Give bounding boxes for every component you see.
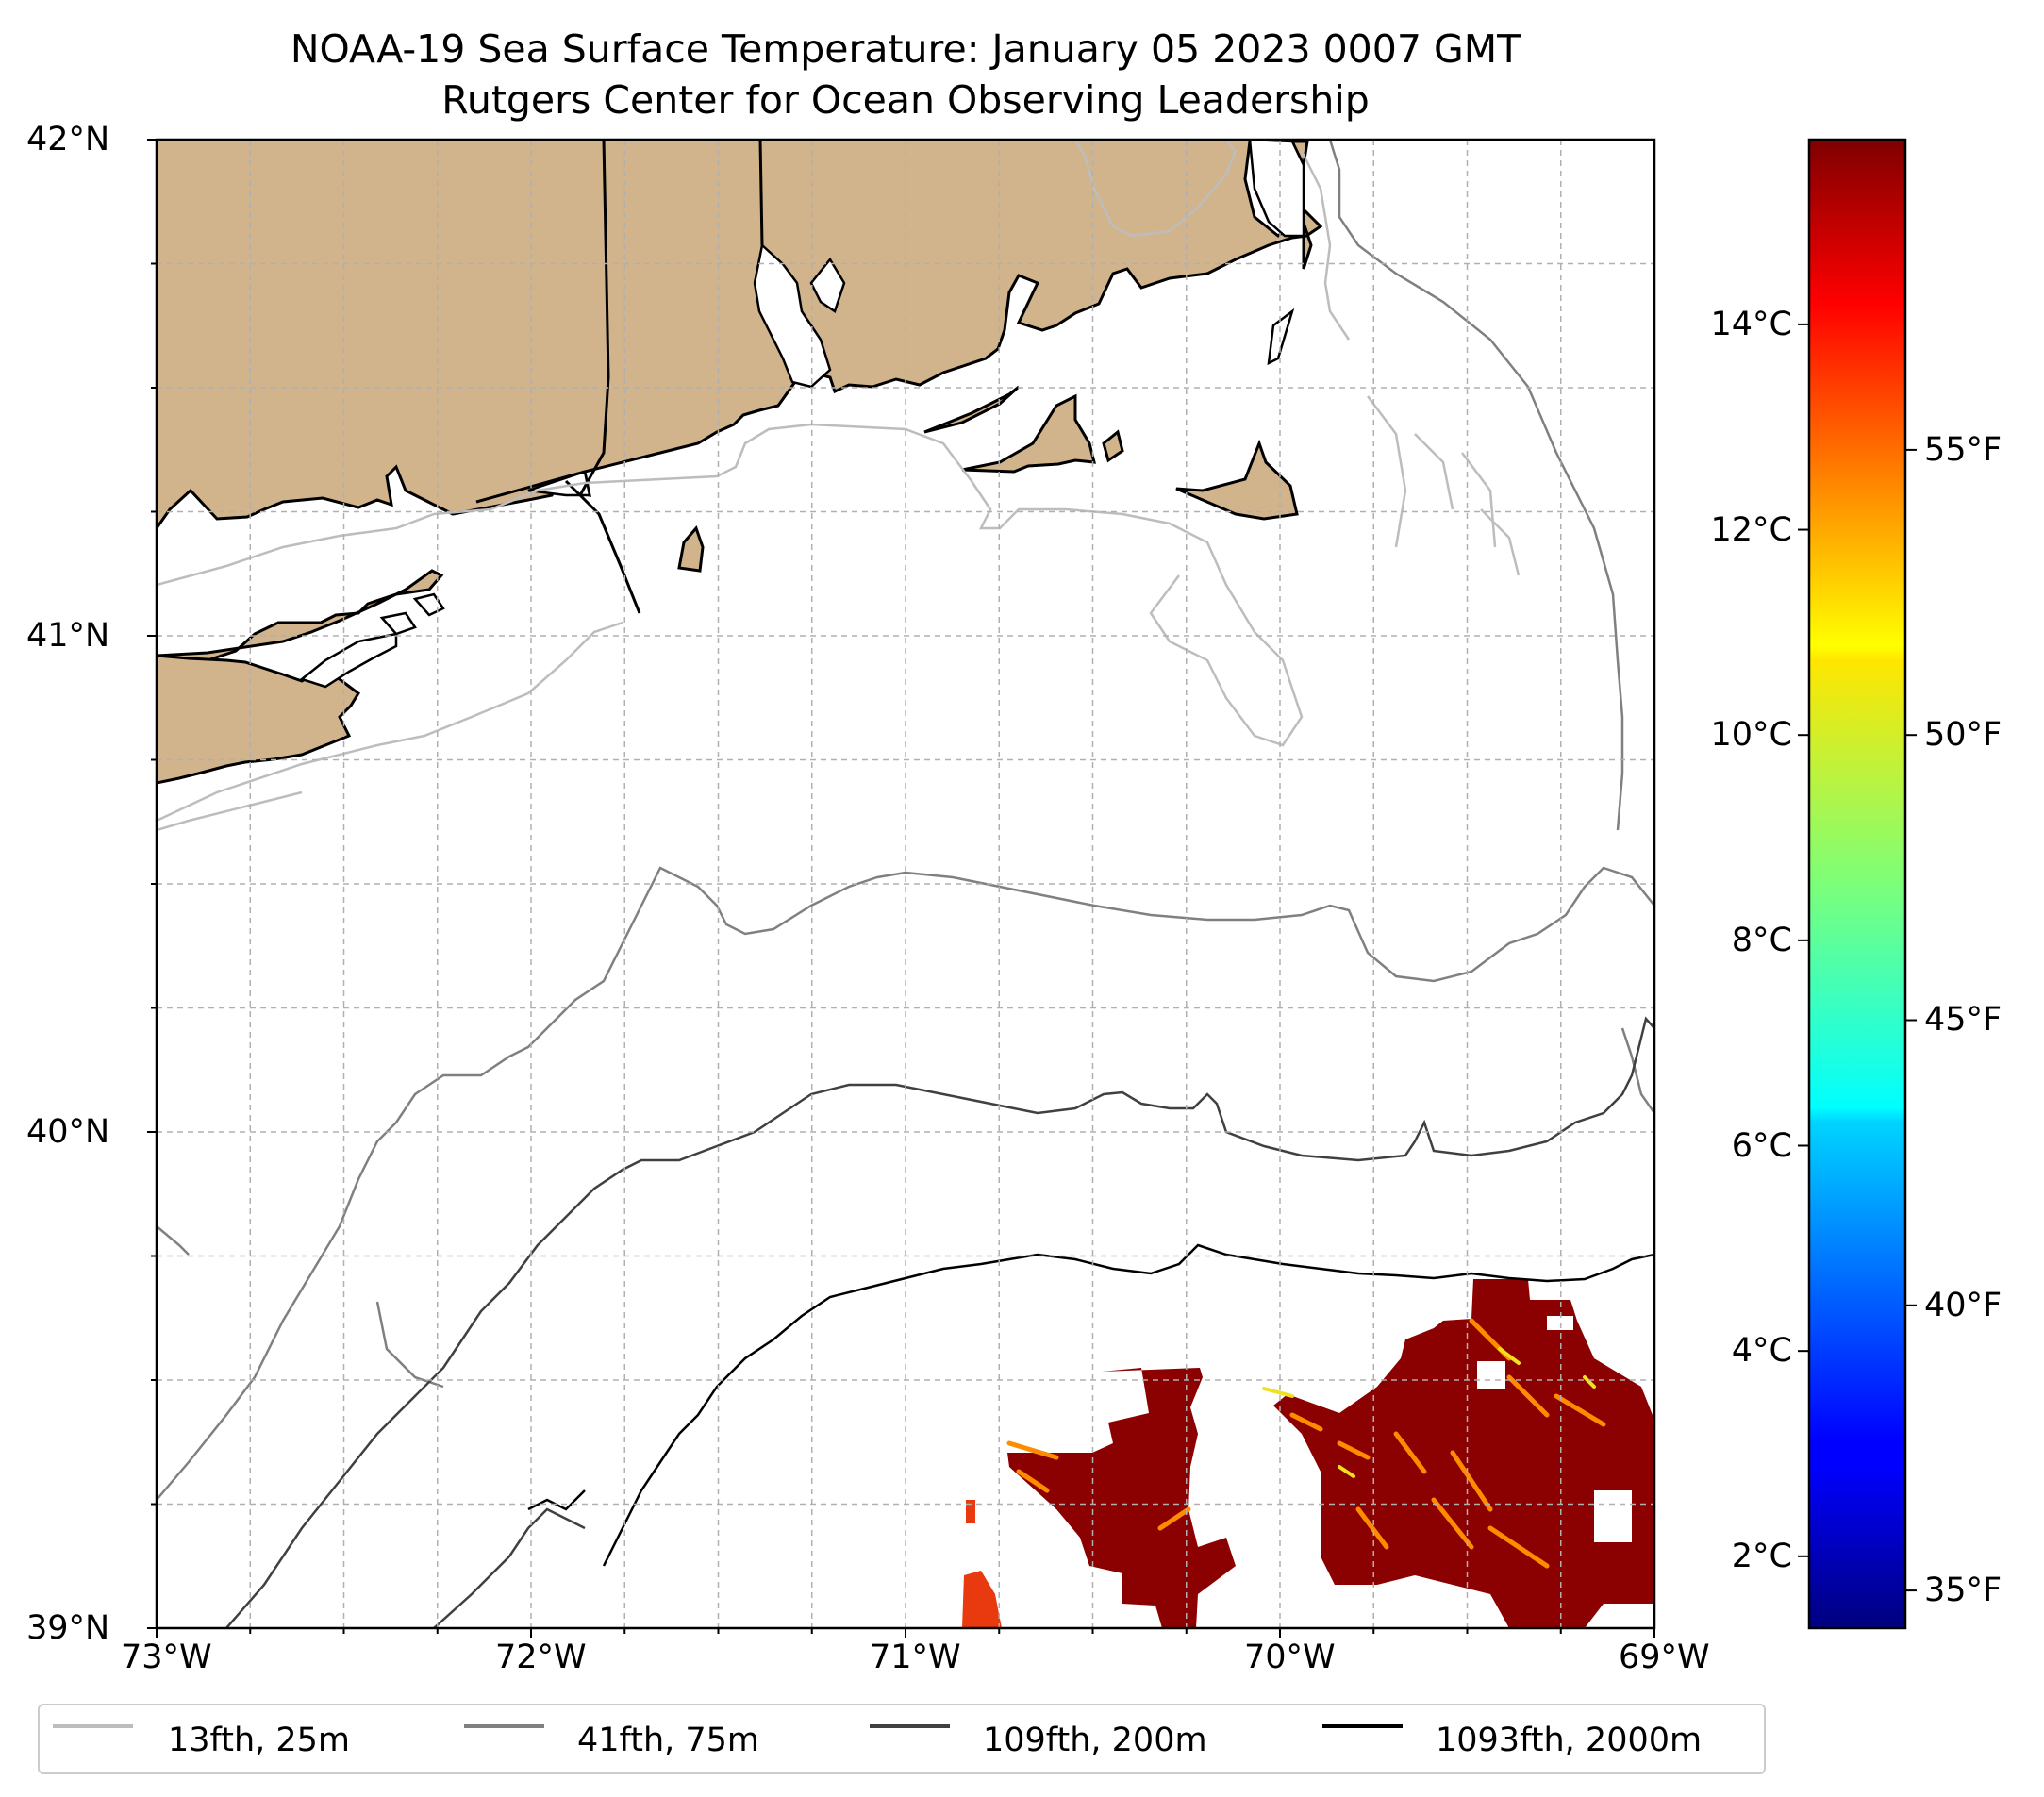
lon-tick-label: 72°W: [495, 1639, 587, 1676]
legend-swatch-2000m: [1322, 1724, 1403, 1728]
colorbar-label-celsius: 8°C: [1731, 921, 1792, 959]
legend-label-75m: 41fth, 75m: [577, 1722, 760, 1759]
sst-patch-west: [1007, 1368, 1236, 1628]
chart-title-line2: Rutgers Center for Ocean Observing Leade…: [441, 77, 1370, 123]
contour-line: [602, 1243, 1654, 1567]
colorbar-label-fahrenheit: 50°F: [1924, 716, 2002, 755]
land-muskeget: [1102, 429, 1124, 463]
water-mount-hope-bay: [809, 257, 846, 313]
sst-patch-dot: [966, 1500, 975, 1523]
lon-tick-label: 70°W: [1244, 1639, 1336, 1676]
legend-swatch-75m: [464, 1724, 544, 1728]
lon-tick-label: 73°W: [121, 1639, 212, 1676]
water-inlets: [299, 140, 1305, 689]
contour-line: [157, 621, 623, 823]
contour-line: [1461, 452, 1497, 548]
contour-line: [1300, 150, 1351, 341]
contour-25m: [157, 140, 1521, 832]
colorbar-label-celsius: 4°C: [1731, 1332, 1792, 1371]
land-block-island: [677, 525, 705, 573]
sst-gap: [1477, 1361, 1505, 1389]
colorbar-label-celsius: 2°C: [1731, 1537, 1792, 1575]
water-gardiners-bay: [412, 592, 445, 617]
lon-tick-label: 69°W: [1619, 1639, 1710, 1676]
contour-legend: 13fth, 25m 41fth, 75m 109fth, 200m 1093f…: [38, 1704, 1766, 1774]
colorbar-label-celsius: 6°C: [1731, 1126, 1792, 1165]
contour-line: [1367, 395, 1407, 548]
contour-line: [225, 1016, 1654, 1628]
contour-line: [1414, 433, 1454, 510]
colorbar-gradient: [1807, 138, 1907, 1630]
contour-line: [1620, 1027, 1654, 1114]
sst-data-layer: [962, 1279, 1654, 1628]
contour-line: [157, 1225, 190, 1256]
state-borders: [475, 140, 764, 614]
sst-yellow-streaks: [1262, 1347, 1596, 1478]
sst-warm-streaks: [1006, 1318, 1606, 1569]
legend-label-2000m: 1093fth, 2000m: [1436, 1722, 1703, 1759]
border-ny-ri-sea: [564, 479, 641, 614]
land-long-island-main: [157, 654, 360, 785]
border-ny-ct: [578, 140, 610, 496]
legend-swatch-25m: [53, 1724, 133, 1728]
legend-swatch-200m: [870, 1724, 950, 1728]
contour-75m: [157, 140, 1654, 1501]
contour-line: [375, 1301, 444, 1389]
contour-line: [1073, 140, 1238, 238]
land-marthas-vineyard: [961, 393, 1096, 474]
colorbar-label-celsius: 12°C: [1710, 510, 1792, 549]
contour-line: [433, 1507, 586, 1628]
legend-label-25m: 13fth, 25m: [168, 1722, 351, 1759]
legend-label-200m: 109fth, 200m: [983, 1722, 1207, 1759]
colorbar-label-celsius: 14°C: [1710, 305, 1792, 343]
water-cape-cod-bay: [1248, 140, 1305, 238]
colorbar-label-fahrenheit: 40°F: [1924, 1286, 2002, 1324]
lat-tick-label: 40°N: [26, 1113, 110, 1151]
water-peconic-bay: [299, 632, 398, 689]
contour-line: [157, 790, 303, 832]
colorbar-ticks: [1798, 323, 1917, 1592]
lon-tick-label: 71°W: [870, 1639, 961, 1676]
land-new-england: [157, 140, 1323, 531]
map-axis-ticks: [147, 139, 1655, 1638]
colorbar-label-fahrenheit: 55°F: [1924, 430, 2002, 469]
sst-gap: [1594, 1490, 1632, 1542]
contour-line: [157, 866, 1654, 1501]
contour-200m: [225, 1016, 1654, 1628]
colorbar-label-fahrenheit: 45°F: [1924, 1001, 2002, 1040]
colorbar-label-celsius: 10°C: [1710, 716, 1792, 755]
contour-line: [157, 423, 1304, 747]
water-shelter-island: [379, 611, 417, 636]
colorbar-label-fahrenheit: 35°F: [1924, 1572, 2002, 1610]
lat-tick-label: 39°N: [26, 1609, 110, 1647]
lat-tick-label: 41°N: [26, 617, 110, 655]
sst-patch-east: [1273, 1279, 1654, 1628]
sst-patch-small: [962, 1571, 1002, 1628]
land-layer: [157, 140, 1323, 785]
lat-tick-label: 42°N: [26, 121, 110, 158]
border-ct-ri: [758, 140, 764, 246]
map-gridlines: [157, 140, 1654, 1628]
chart-title-line1: NOAA-19 Sea Surface Temperature: January…: [290, 26, 1521, 72]
land-nantucket: [1175, 439, 1299, 521]
contour-line: [1328, 140, 1624, 831]
contour-line: [1480, 508, 1521, 576]
contour-line: [527, 1489, 586, 1511]
land-elizabeth-islands: [923, 385, 1021, 434]
